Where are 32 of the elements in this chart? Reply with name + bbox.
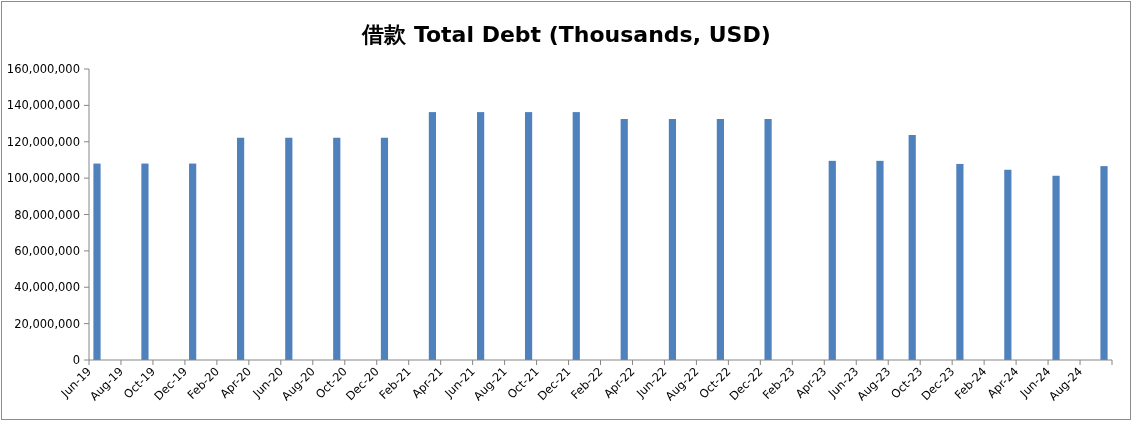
bar: [572, 112, 580, 360]
bar: [716, 119, 724, 360]
bar: [93, 163, 101, 360]
bar: [380, 137, 389, 360]
y-tick-label: 100,000,000: [6, 171, 80, 186]
bar: [428, 112, 436, 360]
bar: [237, 137, 245, 360]
y-tick-label: 60,000,000: [14, 243, 80, 258]
bar: [668, 119, 677, 360]
y-tick-label: 140,000,000: [6, 98, 80, 113]
bar: [141, 163, 149, 360]
bar: [956, 163, 964, 360]
bar: [876, 160, 884, 360]
bar: [1052, 175, 1060, 360]
y-tick-label: 120,000,000: [6, 134, 80, 149]
bar: [477, 112, 485, 360]
bar: [828, 160, 836, 360]
bar: [189, 163, 197, 360]
chart-title: 借款 Total Debt (Thousands, USD): [361, 22, 771, 47]
y-tick-label: 160,000,000: [6, 62, 80, 76]
bar: [285, 137, 293, 360]
bar: [908, 135, 916, 360]
y-tick-label: 20,000,000: [14, 316, 80, 331]
bar: [764, 119, 772, 360]
y-tick-label: 40,000,000: [14, 280, 80, 295]
y-tick-label: 0: [72, 353, 80, 367]
bar: [333, 137, 341, 360]
y-tick-label: 80,000,000: [14, 207, 80, 222]
bar: [1100, 166, 1108, 360]
bar: [620, 119, 628, 360]
bar: [524, 112, 533, 360]
bar: [1004, 169, 1012, 360]
